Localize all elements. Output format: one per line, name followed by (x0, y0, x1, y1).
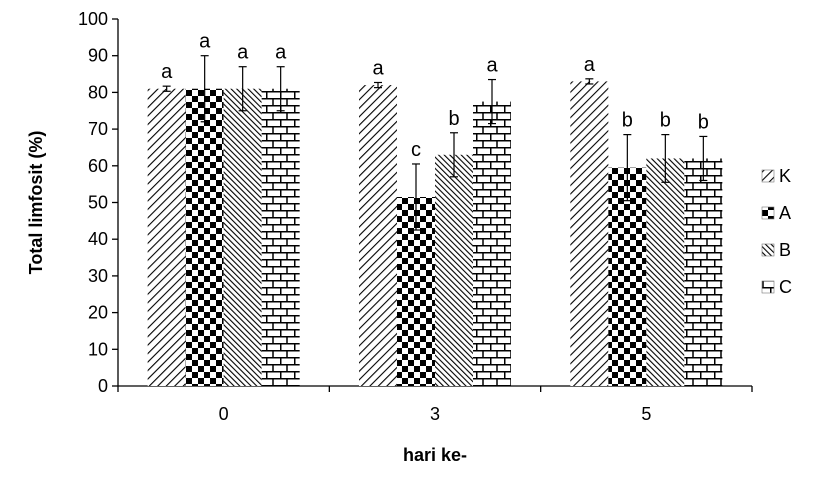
x-tick-label: 3 (430, 404, 440, 424)
bar-c-day-3 (473, 101, 511, 386)
legend-swatch-c (761, 280, 775, 294)
significance-letter: b (698, 111, 709, 133)
y-tick-label: 90 (88, 46, 108, 66)
y-tick-label: 100 (78, 9, 108, 29)
x-tick-label: 5 (641, 404, 651, 424)
bar-b-day-0 (223, 88, 262, 386)
y-axis-title: Total limfosit (%) (26, 131, 46, 275)
y-tick-label: 20 (88, 303, 108, 323)
y-tick-label: 60 (88, 156, 108, 176)
y-tick-label: 40 (88, 229, 108, 249)
bar-b-day-3 (435, 154, 473, 386)
legend-label-k: K (779, 166, 791, 186)
significance-letter: b (622, 110, 633, 132)
significance-letter: a (237, 42, 249, 64)
bar-k-day-3 (359, 85, 397, 386)
significance-letter: a (584, 54, 596, 76)
legend-swatch-k (761, 169, 775, 183)
bar-c-day-0 (261, 88, 300, 386)
plot-area: 0 10 20 30 40 50 60 70 80 90 100 0 3 5 hari ke- Total l… (26, 9, 753, 465)
y-tick-label: 10 (88, 339, 108, 359)
bar-a-day-0 (185, 88, 224, 386)
significance-letter: a (372, 57, 384, 79)
legend-swatch-a (761, 206, 775, 220)
significance-letter: c (411, 139, 421, 161)
x-axis-title: hari ke- (403, 445, 467, 465)
legend-swatch-b (761, 243, 775, 257)
significance-letter: a (161, 61, 173, 83)
legend-label-c: C (779, 277, 792, 297)
bar-k-day-0 (147, 88, 186, 386)
y-tick-label: 0 (98, 376, 108, 396)
significance-letter: a (486, 55, 498, 77)
significance-letter: b (448, 108, 459, 130)
y-tick-label: 70 (88, 119, 108, 139)
bar-k-day-5 (570, 81, 609, 386)
y-tick-label: 30 (88, 266, 108, 286)
bar-b-day-5 (646, 158, 685, 386)
legend-label-a: A (779, 203, 791, 223)
y-tick-label: 80 (88, 82, 108, 102)
x-tick-label: 0 (219, 404, 229, 424)
significance-letter: a (199, 31, 211, 53)
significance-letter: b (660, 110, 671, 132)
y-tick-label: 50 (88, 193, 108, 213)
significance-letter: a (275, 42, 287, 64)
bar-a-day-5 (608, 167, 647, 386)
legend-label-b: B (779, 240, 791, 260)
bar-c-day-5 (684, 158, 723, 386)
